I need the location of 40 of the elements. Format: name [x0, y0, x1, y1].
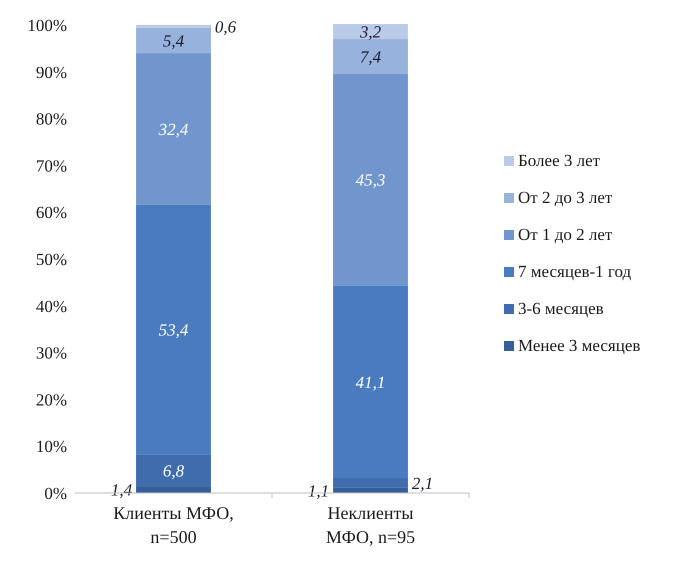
- bar: [136, 53, 211, 205]
- y-tick-label: 20%: [36, 390, 67, 410]
- bar: [333, 286, 408, 478]
- bar: [136, 454, 211, 486]
- y-tick-label: 50%: [36, 250, 67, 269]
- data-label: 6,8: [162, 462, 185, 481]
- legend-label: От 1 до 2 лет: [518, 225, 613, 244]
- bar: [136, 486, 211, 493]
- bar: [333, 39, 408, 74]
- x-tick-label: Клиенты МФО, n=500: [113, 503, 234, 547]
- y-tick-label: 80%: [36, 110, 67, 129]
- data-label: 41,1: [356, 372, 386, 392]
- bar: [136, 28, 211, 54]
- legend-label: От 2 до 3 лет: [518, 188, 613, 207]
- data-label: 0,6: [214, 17, 237, 36]
- bar: [136, 204, 211, 455]
- data-label: 5,4: [162, 31, 185, 50]
- y-tick-label: 10%: [36, 437, 67, 456]
- data-label: 2,1: [412, 474, 434, 493]
- legend-label: Более 3 лет: [518, 151, 601, 170]
- y-tick-label: 30%: [36, 344, 67, 363]
- data-label: 3,2: [358, 22, 382, 42]
- y-tick-label: 0%: [44, 484, 67, 503]
- y-tick-label: 40%: [36, 296, 67, 316]
- bar: [333, 478, 408, 488]
- legend-label: Менее 3 месяцев: [518, 336, 640, 355]
- bar: [333, 24, 408, 40]
- legend-label: 3-6 месяцев: [518, 299, 604, 318]
- data-label: 7,4: [360, 47, 382, 66]
- data-label: 45,3: [356, 170, 386, 190]
- data-label: 53,4: [158, 320, 189, 340]
- bar: [136, 25, 211, 28]
- legend-label: 7 месяцев-1 год: [518, 262, 632, 281]
- y-tick-label: 100%: [27, 16, 67, 35]
- y-tick-label: 60%: [36, 203, 67, 222]
- y-tick-label: 70%: [36, 156, 67, 176]
- y-tick-label: 90%: [36, 62, 67, 82]
- bar: [333, 74, 408, 286]
- data-label: 32,4: [158, 120, 189, 139]
- x-tick-label: Неклиенты МФО, n=95: [326, 503, 416, 547]
